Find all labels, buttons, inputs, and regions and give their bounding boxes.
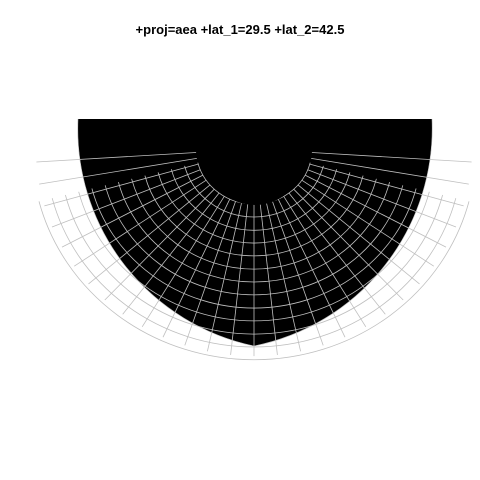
meridian-line <box>104 188 215 301</box>
meridian-line <box>88 184 211 285</box>
map-title: +proj=aea +lat_1=29.5 +lat_2=42.5 <box>135 22 345 37</box>
meridian-line <box>293 188 404 301</box>
graticule <box>36 118 472 361</box>
meridian-line <box>230 203 249 355</box>
meridian-line <box>288 192 386 315</box>
map-fill-area <box>77 119 433 346</box>
meridian-line <box>307 169 457 228</box>
meridian-line <box>266 202 301 352</box>
top-edge-band <box>78 119 432 123</box>
meridian-line <box>184 201 236 346</box>
meridian-line <box>309 163 464 207</box>
meridian-line <box>44 163 199 207</box>
meridian-line <box>301 179 435 267</box>
polar-cap-fill <box>205 119 305 205</box>
projected-world-fill <box>77 119 433 346</box>
map-outline <box>77 118 433 347</box>
meridian-line <box>207 202 242 352</box>
meridian-line <box>277 198 346 338</box>
meridian-line <box>122 192 220 315</box>
meridian-line <box>283 196 367 328</box>
meridian-line <box>162 198 231 338</box>
meridian-line <box>73 179 207 267</box>
meridian-line <box>304 174 447 248</box>
parallel-line <box>38 201 470 361</box>
meridian-line <box>39 158 197 185</box>
meridian-line <box>272 201 324 346</box>
meridian-line <box>51 169 201 228</box>
meridian-line <box>311 158 469 185</box>
meridian-line <box>311 152 472 163</box>
meridian-line <box>36 152 197 163</box>
meridian-line <box>141 196 225 328</box>
meridian-line <box>61 174 204 248</box>
meridian-line <box>297 184 420 285</box>
meridian-line <box>259 203 278 355</box>
